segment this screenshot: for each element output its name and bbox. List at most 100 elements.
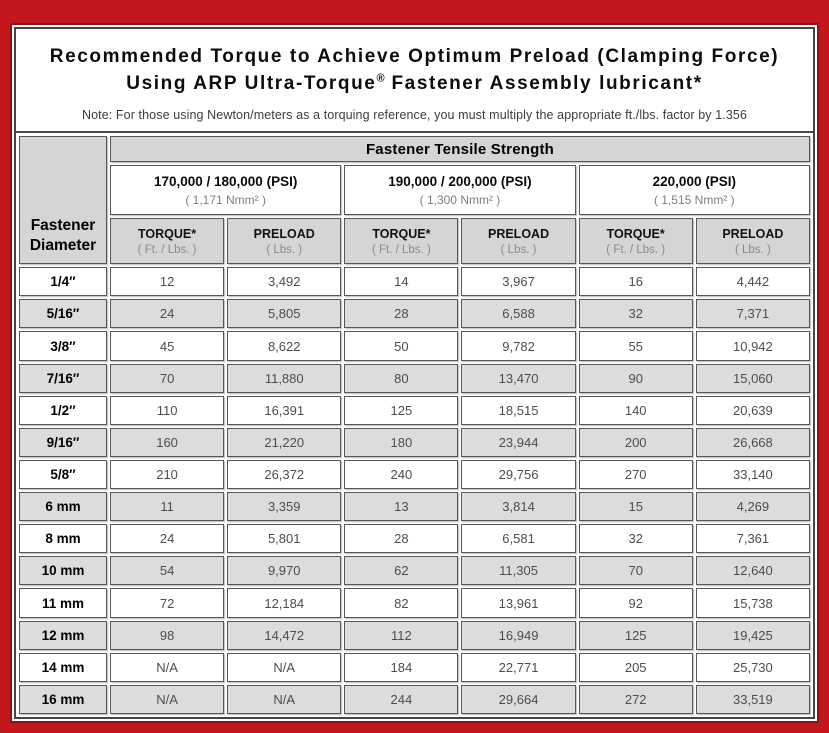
diameter-cell: 11 mm — [19, 588, 107, 618]
torque-column-header-2: TORQUE* ( Ft. / Lbs. ) — [344, 218, 459, 265]
table-row: 1/4″ 12 3,492 14 3,967 16 4,442 — [19, 267, 810, 297]
torque-value-cell: 110 — [110, 395, 225, 425]
title-line-1: Recommended Torque to Achieve Optimum Pr… — [49, 46, 780, 67]
preload-units: ( Lbs. ) — [734, 243, 771, 256]
registered-trademark-symbol: ® — [376, 72, 385, 85]
preload-label: PRELOAD — [487, 226, 550, 241]
psi-group-220: 220,000 (PSI) ( 1,515 Nmm² ) — [578, 165, 810, 216]
torque-value-cell: 184 — [344, 652, 459, 682]
diameter-cell: 5/8″ — [19, 459, 107, 490]
torque-value-cell: 24 — [110, 524, 225, 554]
torque-label: TORQUE* — [138, 226, 197, 241]
table-body: 1/4″ 12 3,492 14 3,967 16 4,442 5/16″ 24… — [19, 267, 810, 714]
preload-value-cell: 9,970 — [227, 556, 342, 586]
preload-value-cell: 9,782 — [461, 331, 576, 361]
torque-value-cell: 32 — [578, 299, 693, 329]
table-row: 1/2″ 110 16,391 125 18,515 140 20,639 — [19, 395, 810, 425]
preload-value-cell: 11,880 — [227, 363, 342, 393]
torque-value-cell: 180 — [344, 427, 459, 457]
torque-value-cell: 15 — [578, 492, 693, 522]
torque-value-cell: 55 — [578, 331, 693, 361]
preload-value-cell: 7,371 — [695, 299, 810, 329]
torque-value-cell: 112 — [344, 620, 459, 650]
psi-group-190-200: 190,000 / 200,000 (PSI) ( 1,300 Nmm² ) — [344, 165, 576, 216]
table-row: 8 mm 24 5,801 28 6,581 32 7,361 — [19, 524, 810, 554]
diameter-cell: 10 mm — [19, 556, 107, 586]
torque-value-cell: 13 — [344, 492, 459, 522]
preload-value-cell: 3,967 — [461, 267, 576, 297]
table-row: 3/8″ 45 8,622 50 9,782 55 10,942 — [19, 331, 810, 361]
preload-value-cell: 8,622 — [227, 331, 342, 361]
torque-value-cell: 272 — [578, 684, 693, 714]
torque-value-cell: 90 — [578, 363, 693, 393]
fastener-diameter-header-line1: Fastener — [30, 216, 96, 234]
preload-value-cell: 11,305 — [461, 556, 576, 586]
preload-column-header-3: PRELOAD ( Lbs. ) — [695, 218, 810, 265]
torque-value-cell: 70 — [110, 363, 225, 393]
torque-value-cell: 28 — [344, 299, 459, 329]
preload-value-cell: 6,581 — [461, 524, 576, 554]
torque-value-cell: 205 — [578, 652, 693, 682]
preload-value-cell: 10,942 — [695, 331, 810, 361]
torque-value-cell: 140 — [578, 395, 693, 425]
diameter-cell: 16 mm — [19, 684, 107, 714]
preload-label: PRELOAD — [253, 226, 315, 241]
psi-group-170-180: 170,000 / 180,000 (PSI) ( 1,171 Nmm² ) — [110, 165, 342, 216]
torque-value-cell: 45 — [110, 331, 225, 361]
torque-value-cell: 16 — [578, 267, 693, 297]
torque-column-header-3: TORQUE* ( Ft. / Lbs. ) — [578, 218, 693, 265]
torque-value-cell: 24 — [110, 299, 225, 329]
note-text: Note: For those using Newton/meters as a… — [81, 108, 747, 123]
torque-value-cell: 50 — [344, 331, 459, 361]
fastener-diameter-header-line2: Diameter — [29, 237, 97, 255]
preload-value-cell: 12,184 — [227, 588, 342, 618]
preload-value-cell: 3,359 — [227, 492, 342, 522]
torque-column-header-1: TORQUE* ( Ft. / Lbs. ) — [110, 218, 225, 265]
preload-value-cell: N/A — [227, 684, 342, 714]
preload-column-header-2: PRELOAD ( Lbs. ) — [461, 218, 576, 265]
preload-value-cell: 7,361 — [695, 524, 810, 554]
torque-value-cell: 98 — [110, 620, 225, 650]
preload-value-cell: 6,588 — [461, 299, 576, 329]
torque-label: TORQUE* — [606, 226, 665, 241]
preload-value-cell: 29,756 — [461, 459, 576, 490]
preload-value-cell: 13,961 — [461, 588, 576, 618]
torque-value-cell: 244 — [344, 684, 459, 714]
preload-value-cell: 5,801 — [227, 524, 342, 554]
torque-value-cell: 54 — [110, 556, 225, 586]
torque-label: TORQUE* — [372, 226, 431, 241]
table-row: 5/8″ 210 26,372 240 29,756 270 33,140 — [19, 459, 810, 490]
diameter-cell: 9/16″ — [19, 427, 107, 457]
preload-value-cell: 15,738 — [695, 588, 810, 618]
title-line-2: Using ARP Ultra-Torque® Fastener Assembl… — [16, 71, 813, 98]
title-line-2-suffix: Fastener Assembly lubricant* — [384, 72, 703, 94]
preload-value-cell: 26,372 — [227, 459, 342, 490]
preload-value-cell: 33,140 — [695, 459, 810, 490]
table-row: 7/16″ 70 11,880 80 13,470 90 15,060 — [19, 363, 810, 393]
torque-value-cell: 270 — [578, 459, 693, 490]
psi-header-row: 170,000 / 180,000 (PSI) ( 1,171 Nmm² ) 1… — [19, 165, 810, 216]
torque-units: ( Ft. / Lbs. ) — [371, 243, 431, 256]
torque-value-cell: 62 — [344, 556, 459, 586]
torque-value-cell: 210 — [110, 459, 225, 490]
psi-group-170-180-label: 170,000 / 180,000 (PSI) — [153, 173, 298, 189]
psi-group-220-nmm: ( 1,515 Nmm² ) — [653, 192, 735, 207]
psi-group-190-200-nmm: ( 1,300 Nmm² ) — [419, 192, 501, 207]
torque-value-cell: 160 — [110, 427, 225, 457]
diameter-cell: 7/16″ — [19, 363, 107, 393]
preload-value-cell: 18,515 — [461, 395, 576, 425]
torque-value-cell: 200 — [578, 427, 693, 457]
fastener-diameter-header: Fastener Diameter — [19, 136, 107, 265]
diameter-cell: 3/8″ — [19, 331, 107, 361]
torque-value-cell: 72 — [110, 588, 225, 618]
torque-value-cell: 28 — [344, 524, 459, 554]
table-row: 10 mm 54 9,970 62 11,305 70 12,640 — [19, 556, 810, 586]
torque-value-cell: 11 — [110, 492, 225, 522]
diameter-cell: 1/4″ — [19, 267, 107, 297]
preload-column-header-1: PRELOAD ( Lbs. ) — [227, 218, 342, 265]
preload-value-cell: 29,664 — [461, 684, 576, 714]
diameter-cell: 1/2″ — [19, 395, 107, 425]
preload-value-cell: 19,425 — [695, 620, 810, 650]
